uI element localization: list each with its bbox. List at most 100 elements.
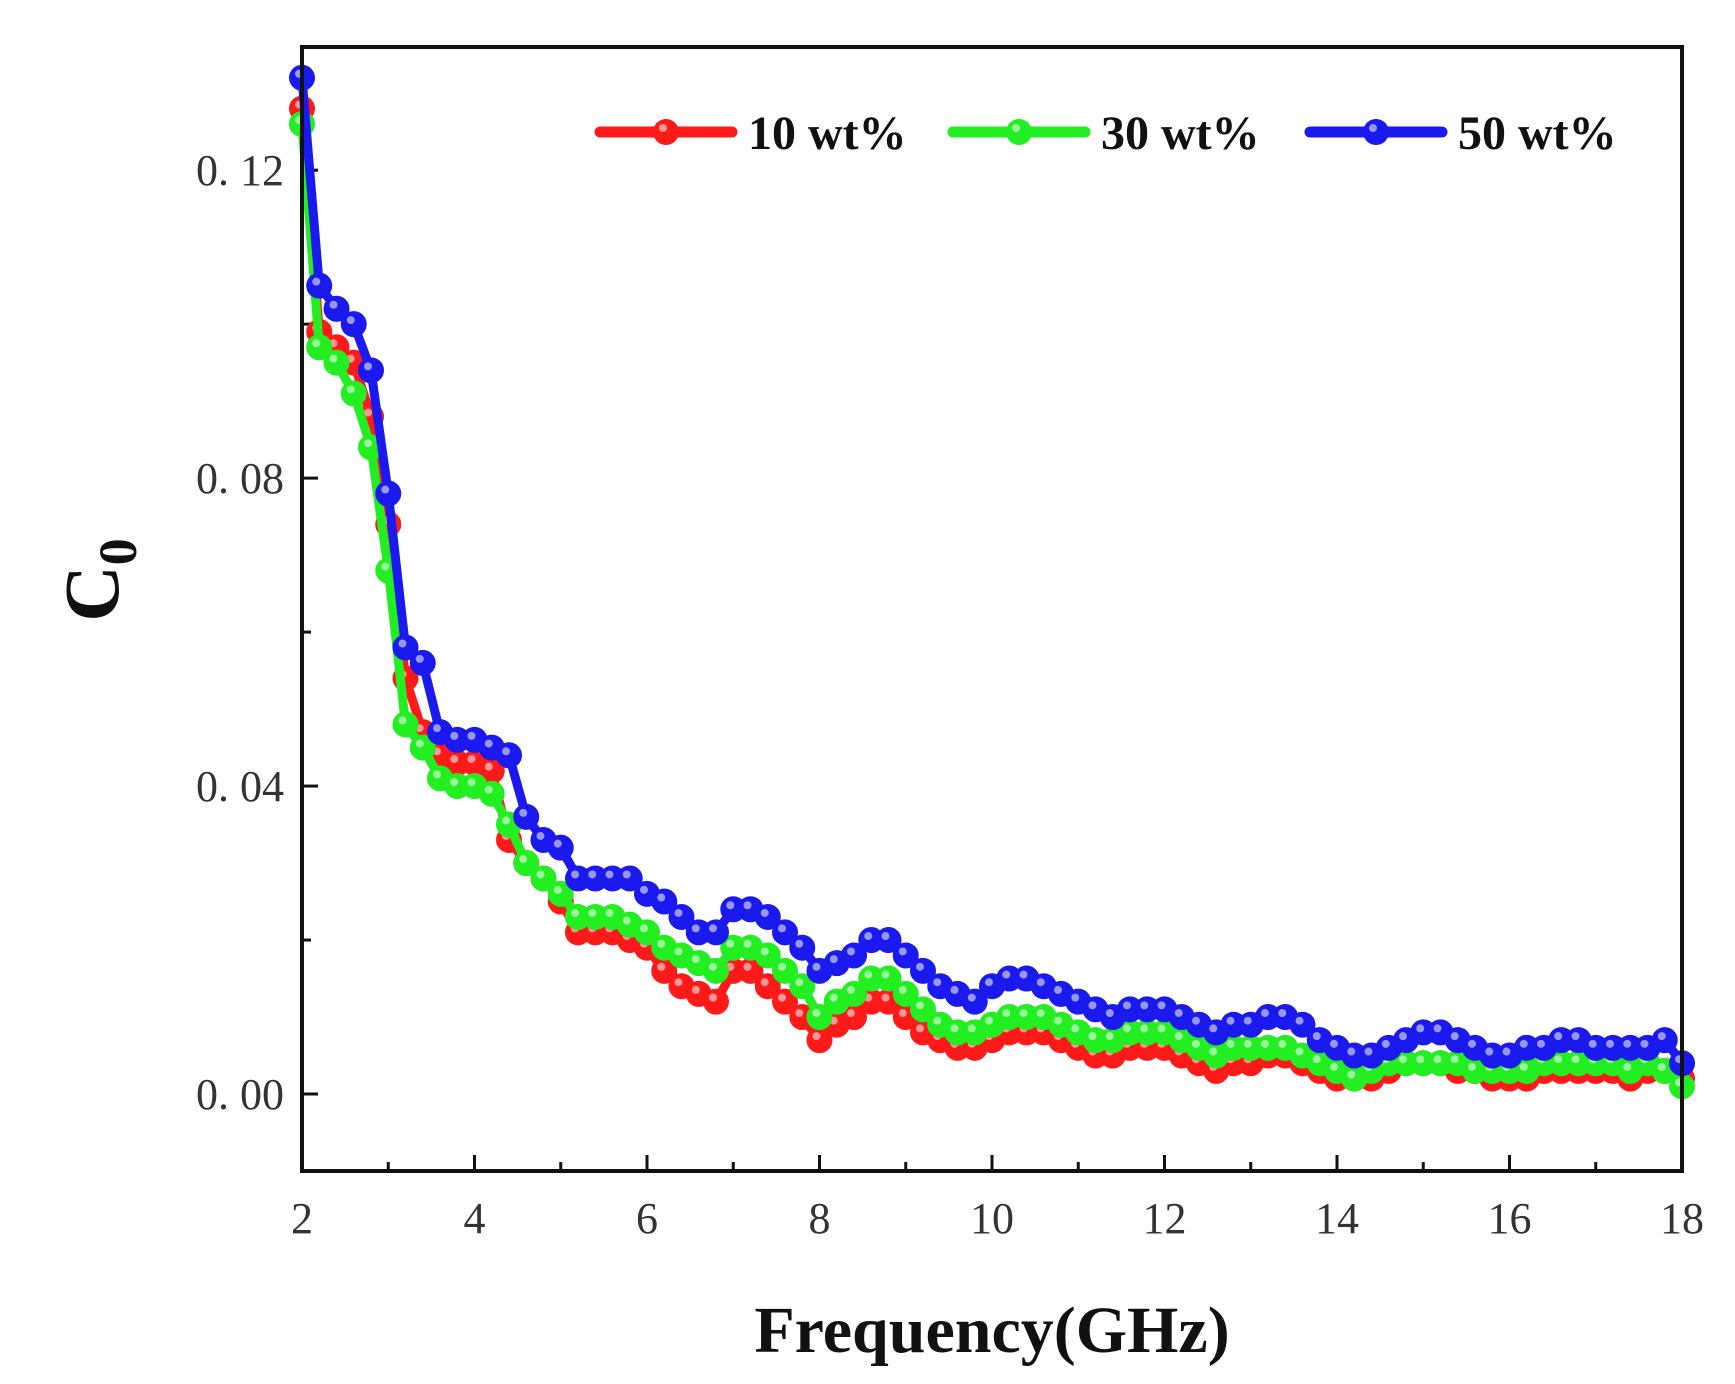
data-point-highlight: [691, 924, 700, 933]
data-point: [306, 272, 333, 299]
data-point-highlight: [1571, 1032, 1580, 1041]
data-point: [392, 711, 419, 738]
data-point-highlight: [312, 277, 321, 286]
data-point-highlight: [1278, 1009, 1287, 1018]
data-point-highlight: [329, 354, 338, 363]
data-point-highlight: [398, 639, 407, 648]
data-point-highlight: [1468, 1062, 1476, 1071]
series-2: [289, 110, 1695, 1100]
data-point-highlight: [812, 1032, 821, 1041]
x-tick-label: 16: [1488, 1194, 1532, 1243]
data-point-highlight: [1485, 1047, 1494, 1056]
data-point-highlight: [1071, 1024, 1080, 1033]
data-point-highlight: [450, 778, 459, 787]
legend-swatch-marker: [1363, 119, 1389, 145]
ticks: 2 4 6 8 10 12 14 16 18 0. 00 0. 04 0. 08 0. 12: [196, 146, 1704, 1243]
data-point-highlight: [847, 1009, 855, 1018]
data-point-highlight: [1416, 1024, 1425, 1033]
data-point-highlight: [1381, 1039, 1390, 1048]
data-point-highlight: [346, 316, 355, 325]
data-point-highlight: [847, 985, 855, 994]
data-point: [703, 988, 729, 1015]
data-point-highlight: [657, 939, 666, 948]
data-point-highlight: [1088, 1001, 1097, 1010]
data-point-highlight: [450, 731, 459, 740]
x-tick-label: 8: [809, 1194, 831, 1243]
data-point-highlight: [1519, 1062, 1528, 1071]
data-point-highlight: [760, 978, 769, 987]
data-point-highlight: [1640, 1039, 1649, 1048]
data-point-highlight: [1312, 1032, 1321, 1041]
data-point-highlight: [536, 831, 545, 840]
data-point-highlight: [1192, 1016, 1200, 1025]
data-point-highlight: [812, 962, 821, 971]
x-tick-label: 2: [291, 1194, 313, 1243]
data-point-highlight: [933, 978, 942, 987]
data-point-highlight: [657, 962, 666, 971]
data-point-highlight: [502, 816, 510, 825]
data-point-highlight: [346, 385, 355, 394]
data-point-highlight: [450, 754, 459, 763]
x-tick-label: 18: [1660, 1194, 1704, 1243]
data-point-highlight: [1571, 1055, 1580, 1064]
x-tick-label: 14: [1315, 1194, 1359, 1243]
data-point-highlight: [795, 1009, 804, 1018]
data-point-highlight: [916, 1001, 924, 1010]
data-point: [547, 834, 574, 861]
data-point-highlight: [743, 939, 752, 948]
data-point-highlight: [1019, 1009, 1028, 1018]
data-point-highlight: [1537, 1039, 1545, 1048]
data-point-highlight: [605, 908, 614, 917]
legend-label: 10 wt%: [748, 107, 907, 160]
data-point-highlight: [1071, 993, 1080, 1002]
data-point-highlight: [657, 893, 666, 902]
data-point-highlight: [484, 739, 493, 748]
data-point-highlight: [916, 1024, 924, 1033]
data-point-highlight: [967, 993, 976, 1002]
data-point-highlight: [502, 747, 510, 756]
data-point-highlight: [1243, 1016, 1252, 1025]
data-point-highlight: [674, 978, 683, 987]
y-tick-label: 0. 12: [196, 146, 284, 195]
data-point: [513, 803, 540, 830]
data-point-highlight: [709, 993, 717, 1002]
data-point-highlight: [364, 362, 372, 371]
data-point-highlight: [1657, 1062, 1666, 1071]
legend-swatch-highlight: [1369, 124, 1377, 132]
data-point-highlight: [467, 731, 476, 740]
data-point: [1651, 1027, 1678, 1054]
data-point-highlight: [1330, 1039, 1338, 1048]
data-point-highlight: [1623, 1039, 1632, 1048]
data-point-highlight: [778, 962, 786, 971]
data-point: [789, 934, 816, 961]
legend-swatch-highlight: [659, 124, 667, 132]
data-point-highlight: [1226, 1016, 1235, 1025]
legend-label: 30 wt%: [1101, 107, 1260, 160]
data-point-highlight: [467, 778, 476, 787]
x-tick-label: 4: [464, 1194, 486, 1243]
data-point-highlight: [1433, 1024, 1442, 1033]
data-point-highlight: [1123, 1001, 1131, 1010]
data-point-highlight: [795, 978, 804, 987]
data-point-highlight: [1140, 1001, 1149, 1010]
data-point-highlight: [778, 993, 786, 1002]
data-point-highlight: [950, 1024, 959, 1033]
data-point-highlight: [743, 962, 752, 971]
data-point-highlight: [571, 908, 579, 917]
data-point-highlight: [950, 985, 959, 994]
data-point-highlight: [415, 739, 424, 748]
data-point-highlight: [588, 870, 597, 879]
x-tick-label: 12: [1143, 1194, 1187, 1243]
legend-item: 50 wt%: [1304, 107, 1617, 160]
data-point-highlight: [864, 932, 873, 941]
data-point-highlight: [674, 908, 683, 917]
data-point-highlight: [674, 947, 683, 956]
data-point-highlight: [916, 962, 924, 971]
data-point-highlight: [1054, 1016, 1062, 1025]
data-point-highlight: [1347, 1070, 1356, 1079]
data-point-highlight: [709, 924, 717, 933]
data-point-highlight: [484, 785, 493, 794]
y-axis-title-subscript: 0: [88, 538, 148, 565]
data-point-highlight: [1226, 1039, 1235, 1048]
